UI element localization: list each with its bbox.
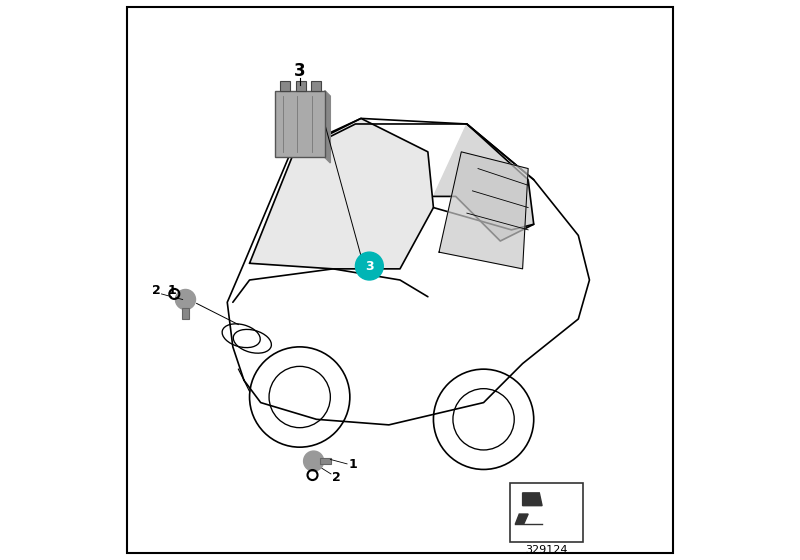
Text: 329124: 329124	[526, 545, 568, 556]
Polygon shape	[515, 514, 528, 524]
FancyBboxPatch shape	[274, 91, 325, 157]
Polygon shape	[434, 124, 534, 241]
FancyBboxPatch shape	[510, 483, 582, 542]
Circle shape	[175, 290, 195, 310]
Circle shape	[304, 451, 324, 471]
Polygon shape	[250, 118, 434, 269]
FancyBboxPatch shape	[280, 81, 290, 91]
FancyBboxPatch shape	[311, 81, 322, 91]
Polygon shape	[439, 152, 528, 269]
Text: 3: 3	[365, 260, 374, 273]
Text: 1: 1	[348, 459, 357, 472]
FancyBboxPatch shape	[320, 458, 331, 464]
Circle shape	[355, 252, 383, 280]
Text: 2: 2	[152, 283, 161, 297]
FancyBboxPatch shape	[182, 308, 189, 319]
Text: 1: 1	[167, 283, 176, 297]
Polygon shape	[522, 493, 542, 506]
FancyBboxPatch shape	[296, 81, 306, 91]
Text: 3: 3	[294, 62, 306, 80]
FancyBboxPatch shape	[127, 7, 673, 553]
Text: 2: 2	[331, 472, 340, 484]
Polygon shape	[325, 91, 330, 163]
